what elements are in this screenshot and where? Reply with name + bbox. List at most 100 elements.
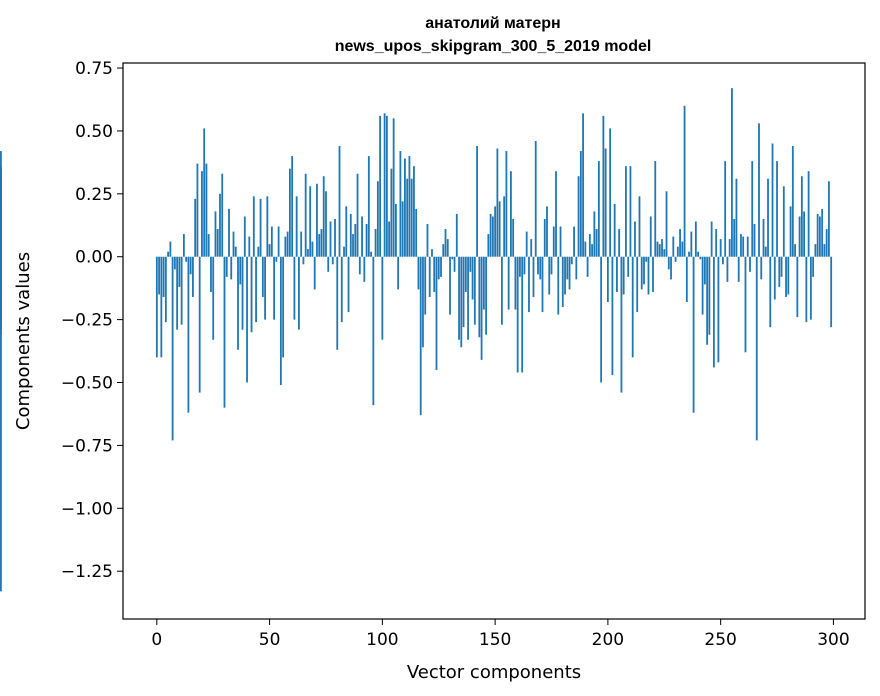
bar-component-71 bbox=[316, 183, 318, 257]
bar-component-54 bbox=[277, 226, 280, 257]
bar-component-213 bbox=[636, 256, 639, 313]
bar-component-84 bbox=[345, 206, 348, 257]
bar-component-116 bbox=[417, 256, 420, 290]
bar-component-265 bbox=[753, 224, 756, 257]
bar-component-176 bbox=[552, 226, 555, 257]
y-tick-label: −0.75 bbox=[61, 436, 113, 456]
bar-component-274 bbox=[773, 256, 776, 300]
bar-component-294 bbox=[818, 216, 821, 257]
bar-component-218 bbox=[647, 256, 650, 295]
bar-component-117 bbox=[419, 256, 422, 416]
bar-component-83 bbox=[343, 246, 345, 257]
y-tick-label: 0.75 bbox=[75, 59, 113, 79]
bar-component-82 bbox=[340, 256, 343, 323]
bar-component-226 bbox=[665, 191, 668, 257]
bar-component-undefined bbox=[0, 151, 2, 257]
bar-component-167 bbox=[532, 256, 535, 297]
bar-component-26 bbox=[214, 211, 217, 257]
y-tick-label: 0.25 bbox=[75, 185, 113, 205]
bar-component-288 bbox=[805, 256, 808, 323]
bar-component-125 bbox=[437, 256, 440, 280]
bar-component-244 bbox=[706, 256, 709, 345]
bar-component-126 bbox=[440, 256, 442, 277]
bar-component-92 bbox=[363, 256, 366, 282]
bar-component-168 bbox=[534, 140, 537, 257]
bar-component-93 bbox=[365, 224, 368, 257]
bar-component-248 bbox=[715, 229, 718, 257]
bar-component-175 bbox=[550, 256, 553, 275]
bar-component-286 bbox=[800, 176, 803, 257]
bar-component-293 bbox=[816, 213, 819, 257]
bar-component-149 bbox=[491, 216, 494, 257]
bar-component-243 bbox=[703, 256, 706, 285]
y-tick-label: 0.00 bbox=[75, 248, 113, 268]
bar-component-121 bbox=[428, 256, 431, 297]
bar-component-5 bbox=[167, 251, 169, 257]
bar-component-189 bbox=[582, 113, 584, 257]
bar-component-128 bbox=[444, 229, 447, 257]
bar-component-262 bbox=[746, 236, 749, 257]
bar-component-261 bbox=[744, 256, 747, 353]
bar-component-236 bbox=[688, 251, 690, 257]
bar-component-108 bbox=[399, 151, 402, 257]
bar-component-67 bbox=[307, 249, 309, 257]
bar-component-61 bbox=[293, 256, 296, 320]
bar-component-2 bbox=[160, 256, 163, 358]
bar-component-104 bbox=[390, 168, 393, 257]
bar-component-275 bbox=[776, 161, 778, 257]
bar-component-21 bbox=[203, 128, 206, 257]
bar-component-79 bbox=[334, 218, 336, 257]
bar-component-139 bbox=[469, 256, 472, 272]
bar-component-228 bbox=[670, 256, 672, 280]
bar-component-180 bbox=[561, 256, 564, 308]
bar-component-157 bbox=[510, 171, 512, 257]
bar-component-73 bbox=[320, 229, 323, 257]
bar-component-103 bbox=[388, 221, 391, 257]
bar-component-69 bbox=[311, 241, 314, 257]
x-axis-label: Vector components bbox=[407, 662, 581, 683]
bar-component-187 bbox=[577, 176, 580, 257]
bar-component-17 bbox=[194, 198, 197, 257]
bar-component-80 bbox=[336, 256, 339, 350]
bar-component-48 bbox=[264, 256, 266, 320]
bar-component-203 bbox=[613, 203, 616, 257]
bar-component-undefined bbox=[0, 256, 2, 297]
bar-component-7 bbox=[171, 256, 174, 441]
bar-component-27 bbox=[216, 229, 219, 257]
bar-component-95 bbox=[370, 251, 372, 257]
bar-component-153 bbox=[500, 256, 503, 325]
y-tick-label: −1.00 bbox=[61, 499, 113, 519]
bar-component-201 bbox=[609, 128, 612, 257]
bar-component-135 bbox=[460, 256, 463, 348]
bar-component-271 bbox=[767, 178, 769, 257]
bar-component-77 bbox=[329, 221, 332, 257]
bar-component-246 bbox=[710, 221, 713, 257]
bar-component-109 bbox=[401, 201, 404, 257]
bar-component-202 bbox=[611, 256, 614, 375]
bar-component-28 bbox=[219, 193, 221, 257]
bar-component-12 bbox=[182, 234, 185, 257]
bar-component-85 bbox=[347, 256, 350, 313]
bar-component-273 bbox=[771, 143, 774, 257]
bar-component-107 bbox=[397, 256, 400, 290]
bar-component-158 bbox=[512, 218, 515, 257]
bar-component-131 bbox=[451, 256, 454, 260]
bar-component-227 bbox=[667, 256, 670, 270]
bar-component-52 bbox=[273, 256, 275, 320]
bar-component-217 bbox=[645, 256, 648, 262]
bar-component-undefined bbox=[0, 256, 2, 592]
x-tick-label: 50 bbox=[259, 630, 281, 650]
bar-component-30 bbox=[223, 256, 226, 408]
bar-component-74 bbox=[322, 176, 325, 257]
bar-component-105 bbox=[392, 118, 395, 257]
bar-component-142 bbox=[476, 146, 478, 257]
bar-component-111 bbox=[406, 178, 409, 257]
bar-component-6 bbox=[169, 241, 172, 257]
bar-component-281 bbox=[789, 206, 792, 257]
bar-component-232 bbox=[679, 229, 681, 257]
y-tick-label: −1.25 bbox=[61, 562, 113, 582]
bar-component-110 bbox=[404, 158, 406, 257]
bar-component-75 bbox=[325, 191, 327, 257]
bar-component-208 bbox=[625, 166, 627, 257]
bar-component-155 bbox=[505, 151, 508, 257]
